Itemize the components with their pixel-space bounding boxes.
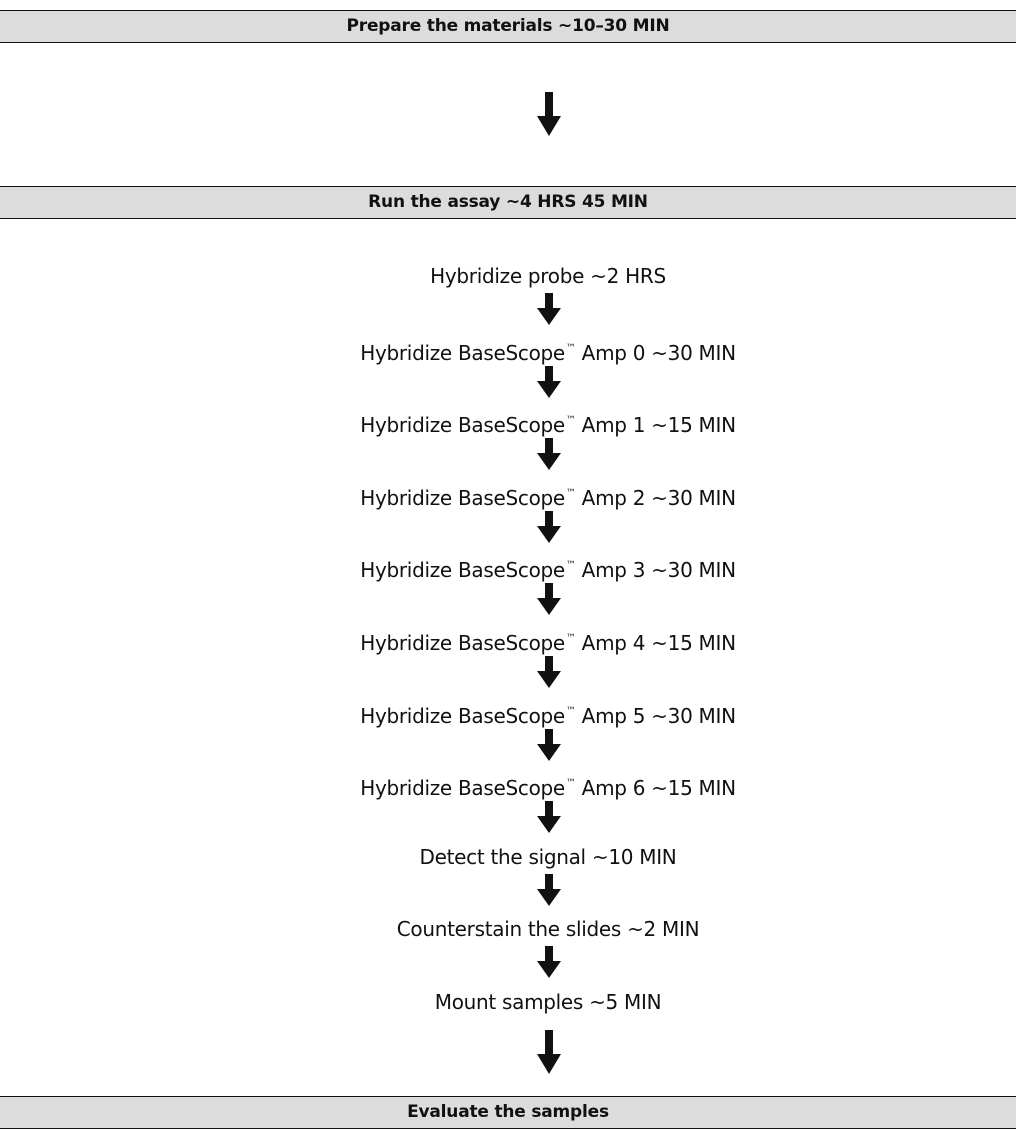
trademark-symbol: ™ — [565, 415, 576, 426]
section-evaluate-samples: Evaluate the samples — [0, 1096, 1016, 1129]
down-arrow-icon — [537, 729, 561, 761]
section-run-assay: Run the assay ~4 HRS 45 MIN — [0, 186, 1016, 219]
section-evaluate-label: Evaluate the samples — [407, 1102, 609, 1122]
down-arrow-icon — [537, 946, 561, 978]
down-arrow-icon — [537, 92, 561, 136]
step-counterstain: Counterstain the slides ~2 MIN — [396, 917, 700, 941]
down-arrow-icon — [537, 583, 561, 615]
trademark-symbol: ™ — [565, 706, 576, 717]
trademark-symbol: ™ — [565, 488, 576, 499]
down-arrow-icon — [537, 293, 561, 325]
step-amp-6: Hybridize BaseScope™ Amp 6 ~15 MIN — [360, 776, 736, 800]
trademark-symbol: ™ — [565, 633, 576, 644]
step-amp-4: Hybridize BaseScope™ Amp 4 ~15 MIN — [360, 631, 736, 655]
section-prepare-materials: Prepare the materials ~10–30 MIN — [0, 10, 1016, 43]
step-amp-3: Hybridize BaseScope™ Amp 3 ~30 MIN — [360, 558, 736, 582]
down-arrow-icon — [537, 366, 561, 398]
trademark-symbol: ™ — [565, 343, 576, 354]
step-amp-0: Hybridize BaseScope™ Amp 0 ~30 MIN — [360, 341, 736, 365]
trademark-symbol: ™ — [565, 778, 576, 789]
section-prepare-label: Prepare the materials ~10–30 MIN — [346, 16, 670, 36]
down-arrow-icon — [537, 801, 561, 833]
trademark-symbol: ™ — [565, 560, 576, 571]
step-detect-signal: Detect the signal ~10 MIN — [419, 845, 677, 869]
step-amp-2: Hybridize BaseScope™ Amp 2 ~30 MIN — [360, 486, 736, 510]
step-amp-5: Hybridize BaseScope™ Amp 5 ~30 MIN — [360, 704, 736, 728]
step-mount-samples: Mount samples ~5 MIN — [434, 990, 662, 1014]
down-arrow-icon — [537, 874, 561, 906]
down-arrow-icon — [537, 1030, 561, 1074]
section-run-label: Run the assay ~4 HRS 45 MIN — [368, 192, 648, 212]
step-amp-1: Hybridize BaseScope™ Amp 1 ~15 MIN — [360, 413, 736, 437]
step-hybridize-probe: Hybridize probe ~2 HRS — [430, 264, 666, 288]
down-arrow-icon — [537, 656, 561, 688]
down-arrow-icon — [537, 438, 561, 470]
down-arrow-icon — [537, 511, 561, 543]
